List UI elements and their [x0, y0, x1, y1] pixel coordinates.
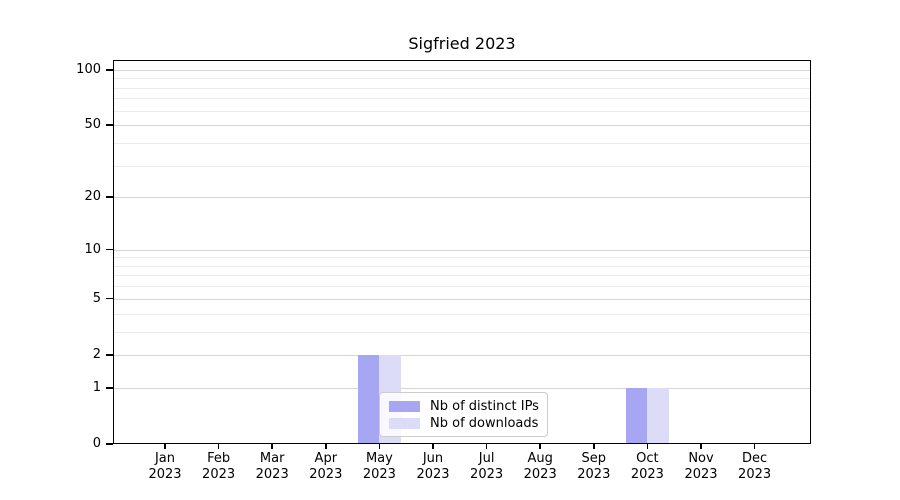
y-tick-label: 2	[92, 346, 101, 362]
legend-item-downloads: Nb of downloads	[389, 415, 538, 431]
x-tick-mark	[485, 444, 488, 449]
plot-border	[113, 60, 811, 444]
legend-swatch-distinct-ips-icon	[389, 400, 420, 412]
gridline-major	[113, 249, 811, 251]
gridline-minor	[113, 313, 811, 315]
x-tick-mark	[646, 444, 649, 449]
bar-nb-of-downloads-oct	[647, 387, 669, 444]
gridline-minor	[113, 110, 811, 112]
x-tick-label: Jul 2023	[470, 451, 504, 482]
x-tick-label: Aug 2023	[523, 451, 557, 482]
legend-swatch-downloads-icon	[389, 417, 420, 429]
gridline-minor	[113, 265, 811, 267]
gridline-minor	[113, 331, 811, 333]
x-tick-label: Sep 2023	[577, 451, 611, 482]
x-tick-mark	[593, 444, 595, 449]
gridline-minor	[113, 275, 811, 277]
gridline-minor	[113, 142, 811, 144]
y-tick-mark	[106, 196, 113, 198]
y-tick-mark	[106, 297, 113, 300]
y-tick-mark	[106, 443, 113, 445]
legend-item-distinct-ips: Nb of distinct IPs	[389, 398, 539, 414]
x-tick-label: Apr 2023	[309, 451, 343, 482]
legend-label-downloads: Nb of downloads	[430, 415, 539, 431]
x-tick-mark	[378, 444, 381, 449]
gridline-minor	[113, 165, 811, 167]
x-tick-mark	[164, 444, 166, 449]
x-tick-label: May 2023	[362, 451, 396, 482]
gridline-minor	[113, 87, 811, 89]
y-tick-mark	[106, 69, 113, 71]
gridline-major	[113, 387, 811, 389]
y-tick-label: 20	[84, 189, 101, 205]
legend-label-distinct-ips: Nb of distinct IPs	[430, 398, 539, 414]
y-tick-mark	[106, 248, 113, 251]
x-tick-label: Nov 2023	[684, 451, 718, 482]
gridline-minor	[113, 257, 811, 259]
x-tick-label: Feb 2023	[202, 451, 236, 482]
gridline-major	[113, 125, 811, 127]
gridline-major	[113, 69, 811, 71]
y-tick-label: 50	[84, 117, 101, 133]
y-tick-mark	[106, 354, 113, 356]
y-tick-mark	[106, 124, 113, 126]
gridline-major	[113, 197, 811, 199]
y-tick-label: 1	[92, 379, 101, 395]
legend: Nb of distinct IPs Nb of downloads	[379, 392, 548, 437]
bar-nb-of-distinct-ips-oct	[625, 387, 648, 444]
y-tick-label: 0	[92, 436, 101, 451]
gridline-minor	[113, 78, 811, 80]
bar-nb-of-distinct-ips-may	[357, 354, 380, 444]
chart-title: Sigfried 2023	[408, 34, 516, 53]
y-tick-mark	[106, 387, 113, 389]
gridline-minor	[113, 98, 811, 100]
x-tick-mark	[271, 444, 273, 449]
x-tick-label: Mar 2023	[255, 451, 289, 482]
gridline-major	[113, 354, 811, 356]
x-tick-mark	[539, 444, 541, 449]
gridline-minor	[113, 286, 811, 288]
x-tick-label: Jan 2023	[148, 451, 182, 482]
y-tick-label: 10	[84, 241, 101, 257]
x-tick-mark	[325, 444, 327, 449]
y-tick-label: 100	[76, 61, 101, 77]
x-tick-mark	[753, 444, 756, 449]
x-tick-mark	[217, 444, 220, 449]
x-tick-mark	[700, 444, 702, 449]
x-tick-label: Jun 2023	[416, 451, 450, 482]
x-tick-label: Dec 2023	[738, 451, 772, 482]
x-tick-mark	[432, 444, 434, 449]
gridline-major	[113, 298, 811, 300]
y-tick-label: 5	[92, 290, 101, 306]
x-tick-label: Oct 2023	[630, 451, 664, 482]
